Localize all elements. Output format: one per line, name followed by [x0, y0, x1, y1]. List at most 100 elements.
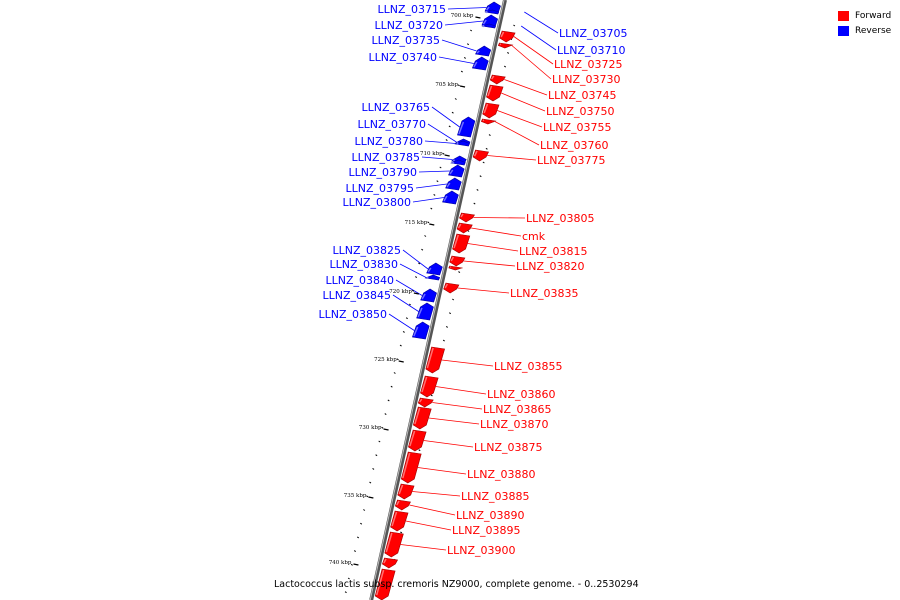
gene-label-llnz_03860: LLNZ_03860: [487, 388, 556, 401]
gene-label-llnz_03900: LLNZ_03900: [447, 544, 516, 557]
minor-tick: [350, 563, 353, 566]
gene-label-llnz_03895: LLNZ_03895: [452, 524, 521, 537]
gene-glyph-body: [426, 262, 443, 276]
minor-tick: [408, 303, 411, 306]
gene-label-llnz_03835: LLNZ_03835: [510, 287, 579, 300]
minor-tick: [445, 139, 448, 142]
minor-tick: [503, 65, 507, 68]
gene-glyph-body: [459, 212, 476, 223]
gene-glyph-shade: [482, 24, 485, 28]
backbone-highlight: [369, 0, 505, 600]
gene-glyph-body: [448, 265, 463, 271]
gene-glyph-shade: [409, 430, 416, 447]
tick-label: 720 kbp: [389, 289, 412, 295]
minor-tick: [363, 509, 366, 511]
minor-tick: [442, 152, 445, 155]
gene-fragment: [450, 159, 466, 166]
leader-llnz_03870: [428, 417, 480, 425]
minor-tick: [402, 330, 405, 333]
gene-label-llnz_03850: LLNZ_03850: [318, 308, 387, 321]
tick-label: 735 kbp: [344, 493, 367, 499]
gene-labels: LLNZ_03715 LLNZ_03720 LLNZ_03735 LLNZ_03740…: [318, 3, 627, 557]
leader-llnz_03845: [392, 294, 419, 312]
leader-llnz_03865: [432, 402, 483, 410]
gene-glyph-shade: [383, 558, 387, 564]
gene-label-llnz_03875: LLNZ_03875: [474, 441, 543, 454]
minor-tick: [378, 440, 381, 443]
tick-label: 710 kbp: [420, 151, 443, 157]
gene-llnz_03880: [400, 451, 422, 484]
gene-glyph-shade: [460, 213, 464, 218]
minor-tick: [448, 312, 452, 315]
gene-llnz_03895: [390, 510, 409, 532]
minor-tick: [399, 344, 402, 347]
leader-llnz_03720: [444, 20, 484, 26]
gene-glyph-shade: [402, 452, 411, 479]
gene-llnz_03870: [412, 406, 432, 430]
gene-glyph-body: [424, 274, 441, 281]
gene-label-llnz_03705: LLNZ_03705: [559, 27, 628, 40]
gene-label-llnz_03710: LLNZ_03710: [557, 44, 626, 57]
gene-llnz_03765: [457, 116, 476, 138]
gene-llnz_03830: [424, 274, 441, 281]
gene-features: [374, 1, 516, 600]
leader-llnz_03805: [473, 217, 526, 219]
gene-llnz_03775: [472, 149, 489, 162]
gene-llnz_03860: [420, 375, 439, 398]
leader-llnz_03740: [438, 56, 474, 64]
leader-llnz_03800: [412, 197, 445, 203]
gene-label-llnz_03820: LLNZ_03820: [516, 260, 585, 273]
minor-tick: [372, 467, 375, 470]
gene-label-llnz_03720: LLNZ_03720: [374, 19, 443, 32]
reverse-swatch: [838, 25, 849, 36]
minor-tick: [411, 289, 415, 292]
gene-llnz_03875: [408, 429, 427, 452]
leader-llnz_03770: [427, 123, 457, 143]
gene-glyph-body: [416, 302, 434, 321]
gene-label-llnz_03750: LLNZ_03750: [546, 105, 615, 118]
minor-tick: [488, 134, 491, 137]
minor-tick: [347, 577, 350, 580]
gene-label-llnz_03780: LLNZ_03780: [354, 135, 423, 148]
gene-glyph-shade: [450, 256, 455, 262]
leader-llnz_03750: [501, 92, 546, 112]
gene-label-llnz_03790: LLNZ_03790: [348, 166, 417, 179]
axis-ticks: 700 kbp 705 kbp 710 kbp 715 kbp 720 kbp 725 k…: [329, 13, 516, 594]
tick-mark: [444, 154, 450, 157]
strand-legend: Forward Reverse: [838, 8, 891, 38]
leader-llnz_03830: [399, 263, 427, 278]
minor-tick: [507, 51, 510, 54]
gene-glyph-shade: [385, 532, 393, 553]
gene-glyph-shade: [398, 484, 404, 495]
gene-glyph-shade: [391, 511, 398, 527]
minor-tick: [427, 221, 430, 224]
minor-tick: [451, 111, 454, 114]
gene-label-llnz_03845: LLNZ_03845: [322, 289, 391, 302]
legend-item-forward: Forward: [838, 8, 891, 23]
gene-llnz_03835: [443, 282, 460, 294]
leader-llnz_03900: [400, 544, 447, 551]
leader-llnz_03890: [409, 504, 456, 516]
gene-glyph-shade: [482, 19, 487, 25]
gene-glyph-shade: [449, 169, 454, 175]
leader-llnz_03875: [423, 440, 474, 448]
gene-glyph-body: [497, 42, 514, 49]
gene-label-llnz_03725: LLNZ_03725: [554, 58, 623, 71]
gene-label-cmk: cmk: [522, 230, 546, 243]
leader-llnz_03715: [447, 7, 487, 10]
minor-tick: [463, 56, 466, 59]
gene-glyph-body: [394, 499, 411, 511]
gene-glyph-shade: [419, 398, 423, 403]
gene-glyph-shade: [487, 85, 493, 97]
minor-tick: [479, 175, 482, 178]
leader-llnz_03710: [520, 25, 557, 51]
minor-tick: [369, 481, 372, 484]
gene-label-llnz_03745: LLNZ_03745: [548, 89, 617, 102]
gene-label-llnz_03885: LLNZ_03885: [461, 490, 530, 503]
gene-glyph-shade: [426, 347, 434, 369]
minor-tick: [476, 188, 479, 191]
gene-label-llnz_03805: LLNZ_03805: [526, 212, 595, 225]
gene-llnz_03715: [484, 1, 501, 14]
minor-tick: [430, 394, 433, 397]
gene-glyph-body: [412, 321, 430, 340]
